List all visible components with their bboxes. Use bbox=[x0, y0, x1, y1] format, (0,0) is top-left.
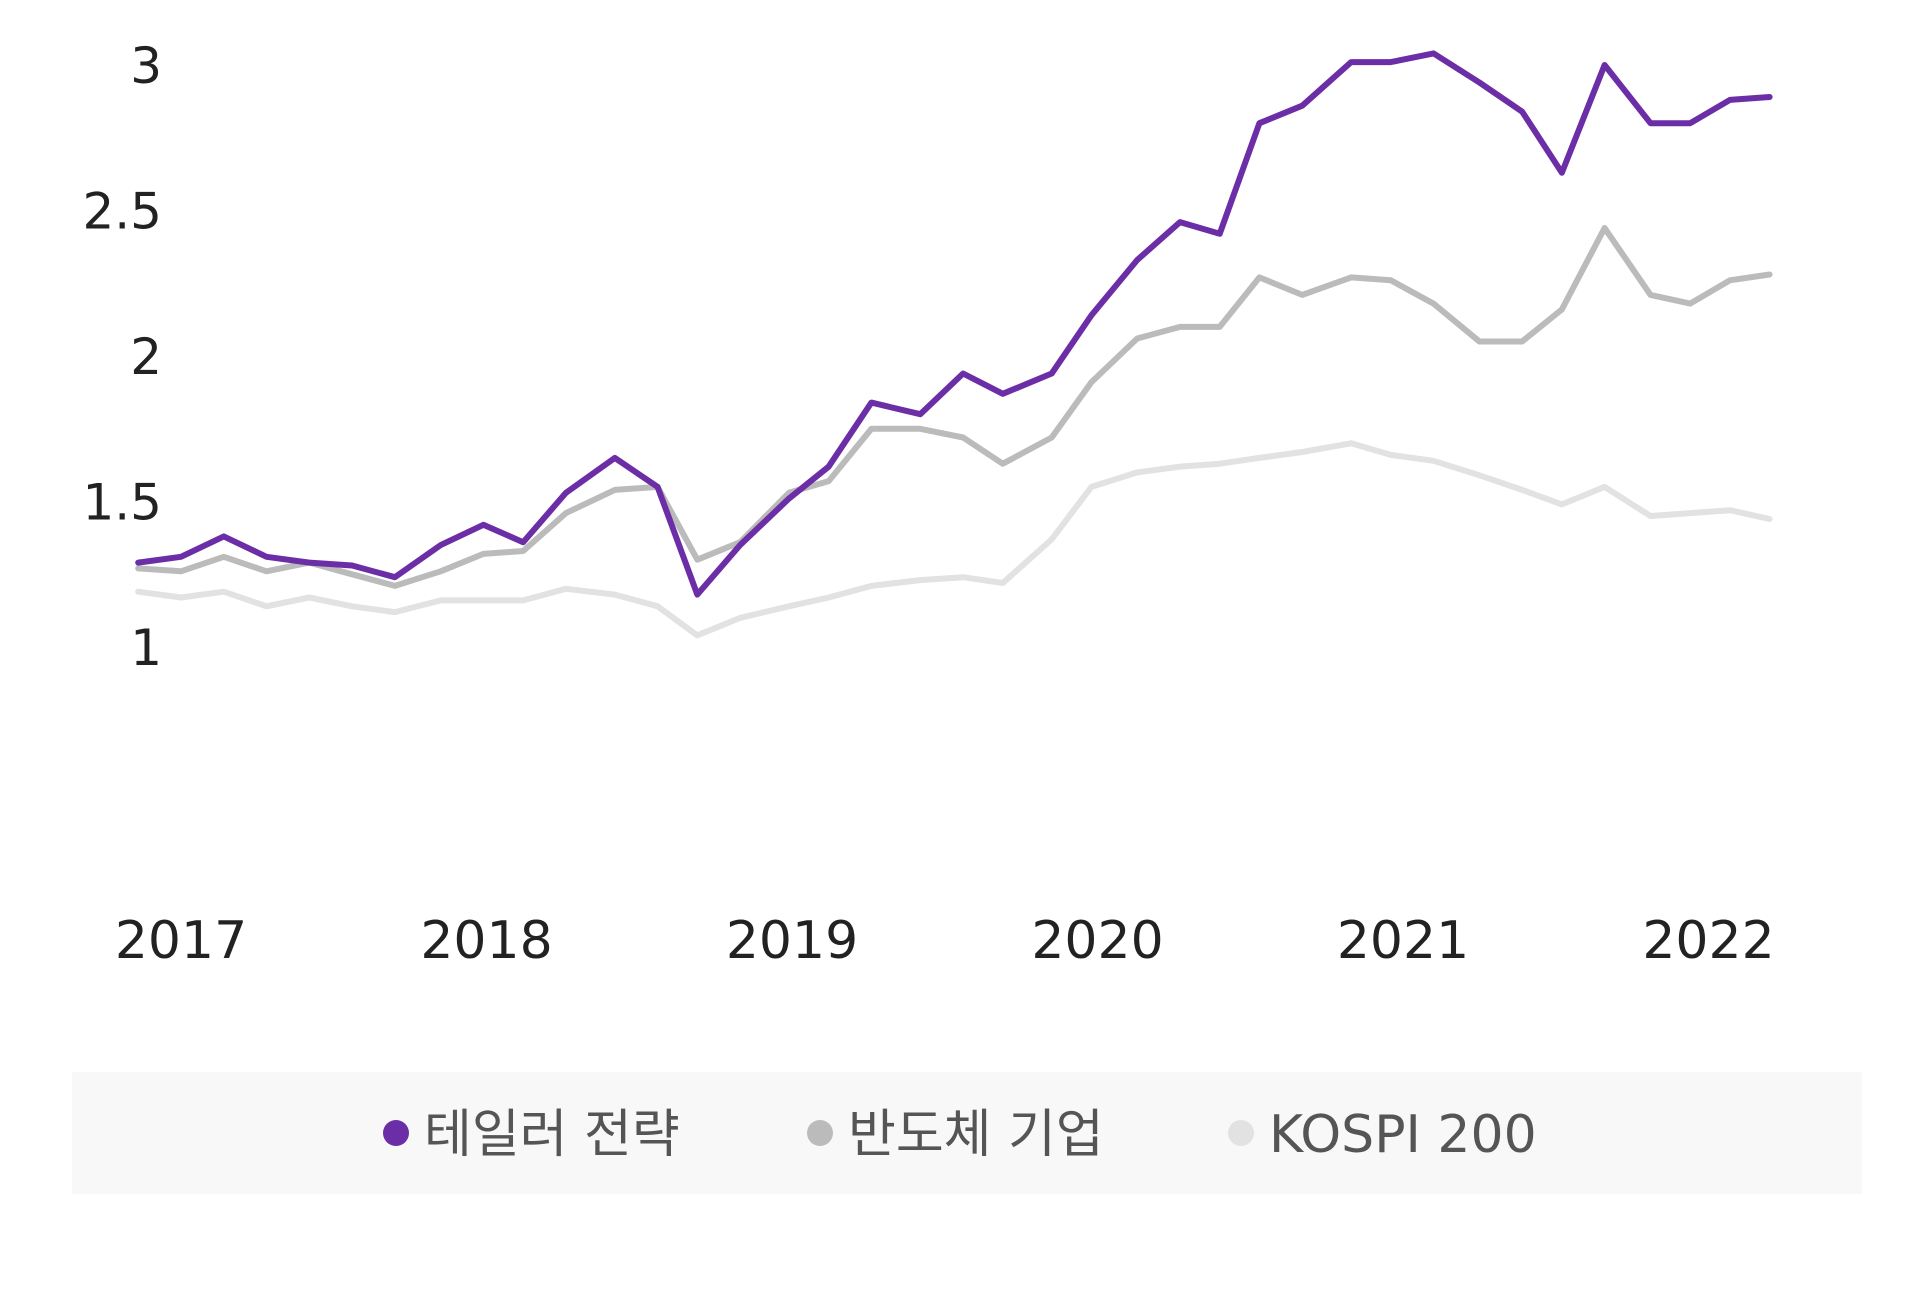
series-line-0 bbox=[135, 440, 1773, 639]
legend-label: KOSPI 200 bbox=[1269, 1105, 1537, 1165]
x-tick-label: 2022 bbox=[1642, 911, 1774, 971]
legend-background bbox=[72, 1072, 1862, 1194]
series-line-2 bbox=[135, 50, 1773, 598]
y-tick-label: 1 bbox=[130, 619, 162, 677]
y-tick-label: 2 bbox=[130, 328, 162, 386]
y-axis: 1 1.5 2 2.5 3 bbox=[82, 37, 162, 677]
legend-marker bbox=[807, 1120, 833, 1146]
y-tick-label: 2.5 bbox=[82, 183, 162, 241]
legend-label: 테일러 전략 bbox=[424, 1105, 680, 1165]
series-line-1 bbox=[135, 225, 1773, 589]
legend-marker bbox=[383, 1120, 409, 1146]
legend-item-1: 반도체 기업 bbox=[807, 1105, 1104, 1165]
legend-item-0: 테일러 전략 bbox=[383, 1105, 680, 1165]
series-layer bbox=[135, 50, 1773, 639]
legend-marker bbox=[1228, 1120, 1254, 1146]
legend-label: 반도체 기업 bbox=[848, 1105, 1104, 1165]
y-tick-label: 1.5 bbox=[82, 474, 162, 532]
x-tick-label: 2018 bbox=[420, 911, 552, 971]
legend-item-2: KOSPI 200 bbox=[1228, 1105, 1537, 1165]
legend: 테일러 전략 반도체 기업 KOSPI 200 bbox=[72, 1072, 1862, 1194]
y-tick-label: 3 bbox=[130, 37, 162, 95]
x-tick-label: 2017 bbox=[115, 911, 247, 971]
x-tick-label: 2019 bbox=[726, 911, 858, 971]
x-tick-label: 2021 bbox=[1337, 911, 1469, 971]
x-tick-label: 2020 bbox=[1031, 911, 1163, 971]
x-axis: 2017 2018 2019 2020 2021 2022 bbox=[115, 911, 1775, 971]
